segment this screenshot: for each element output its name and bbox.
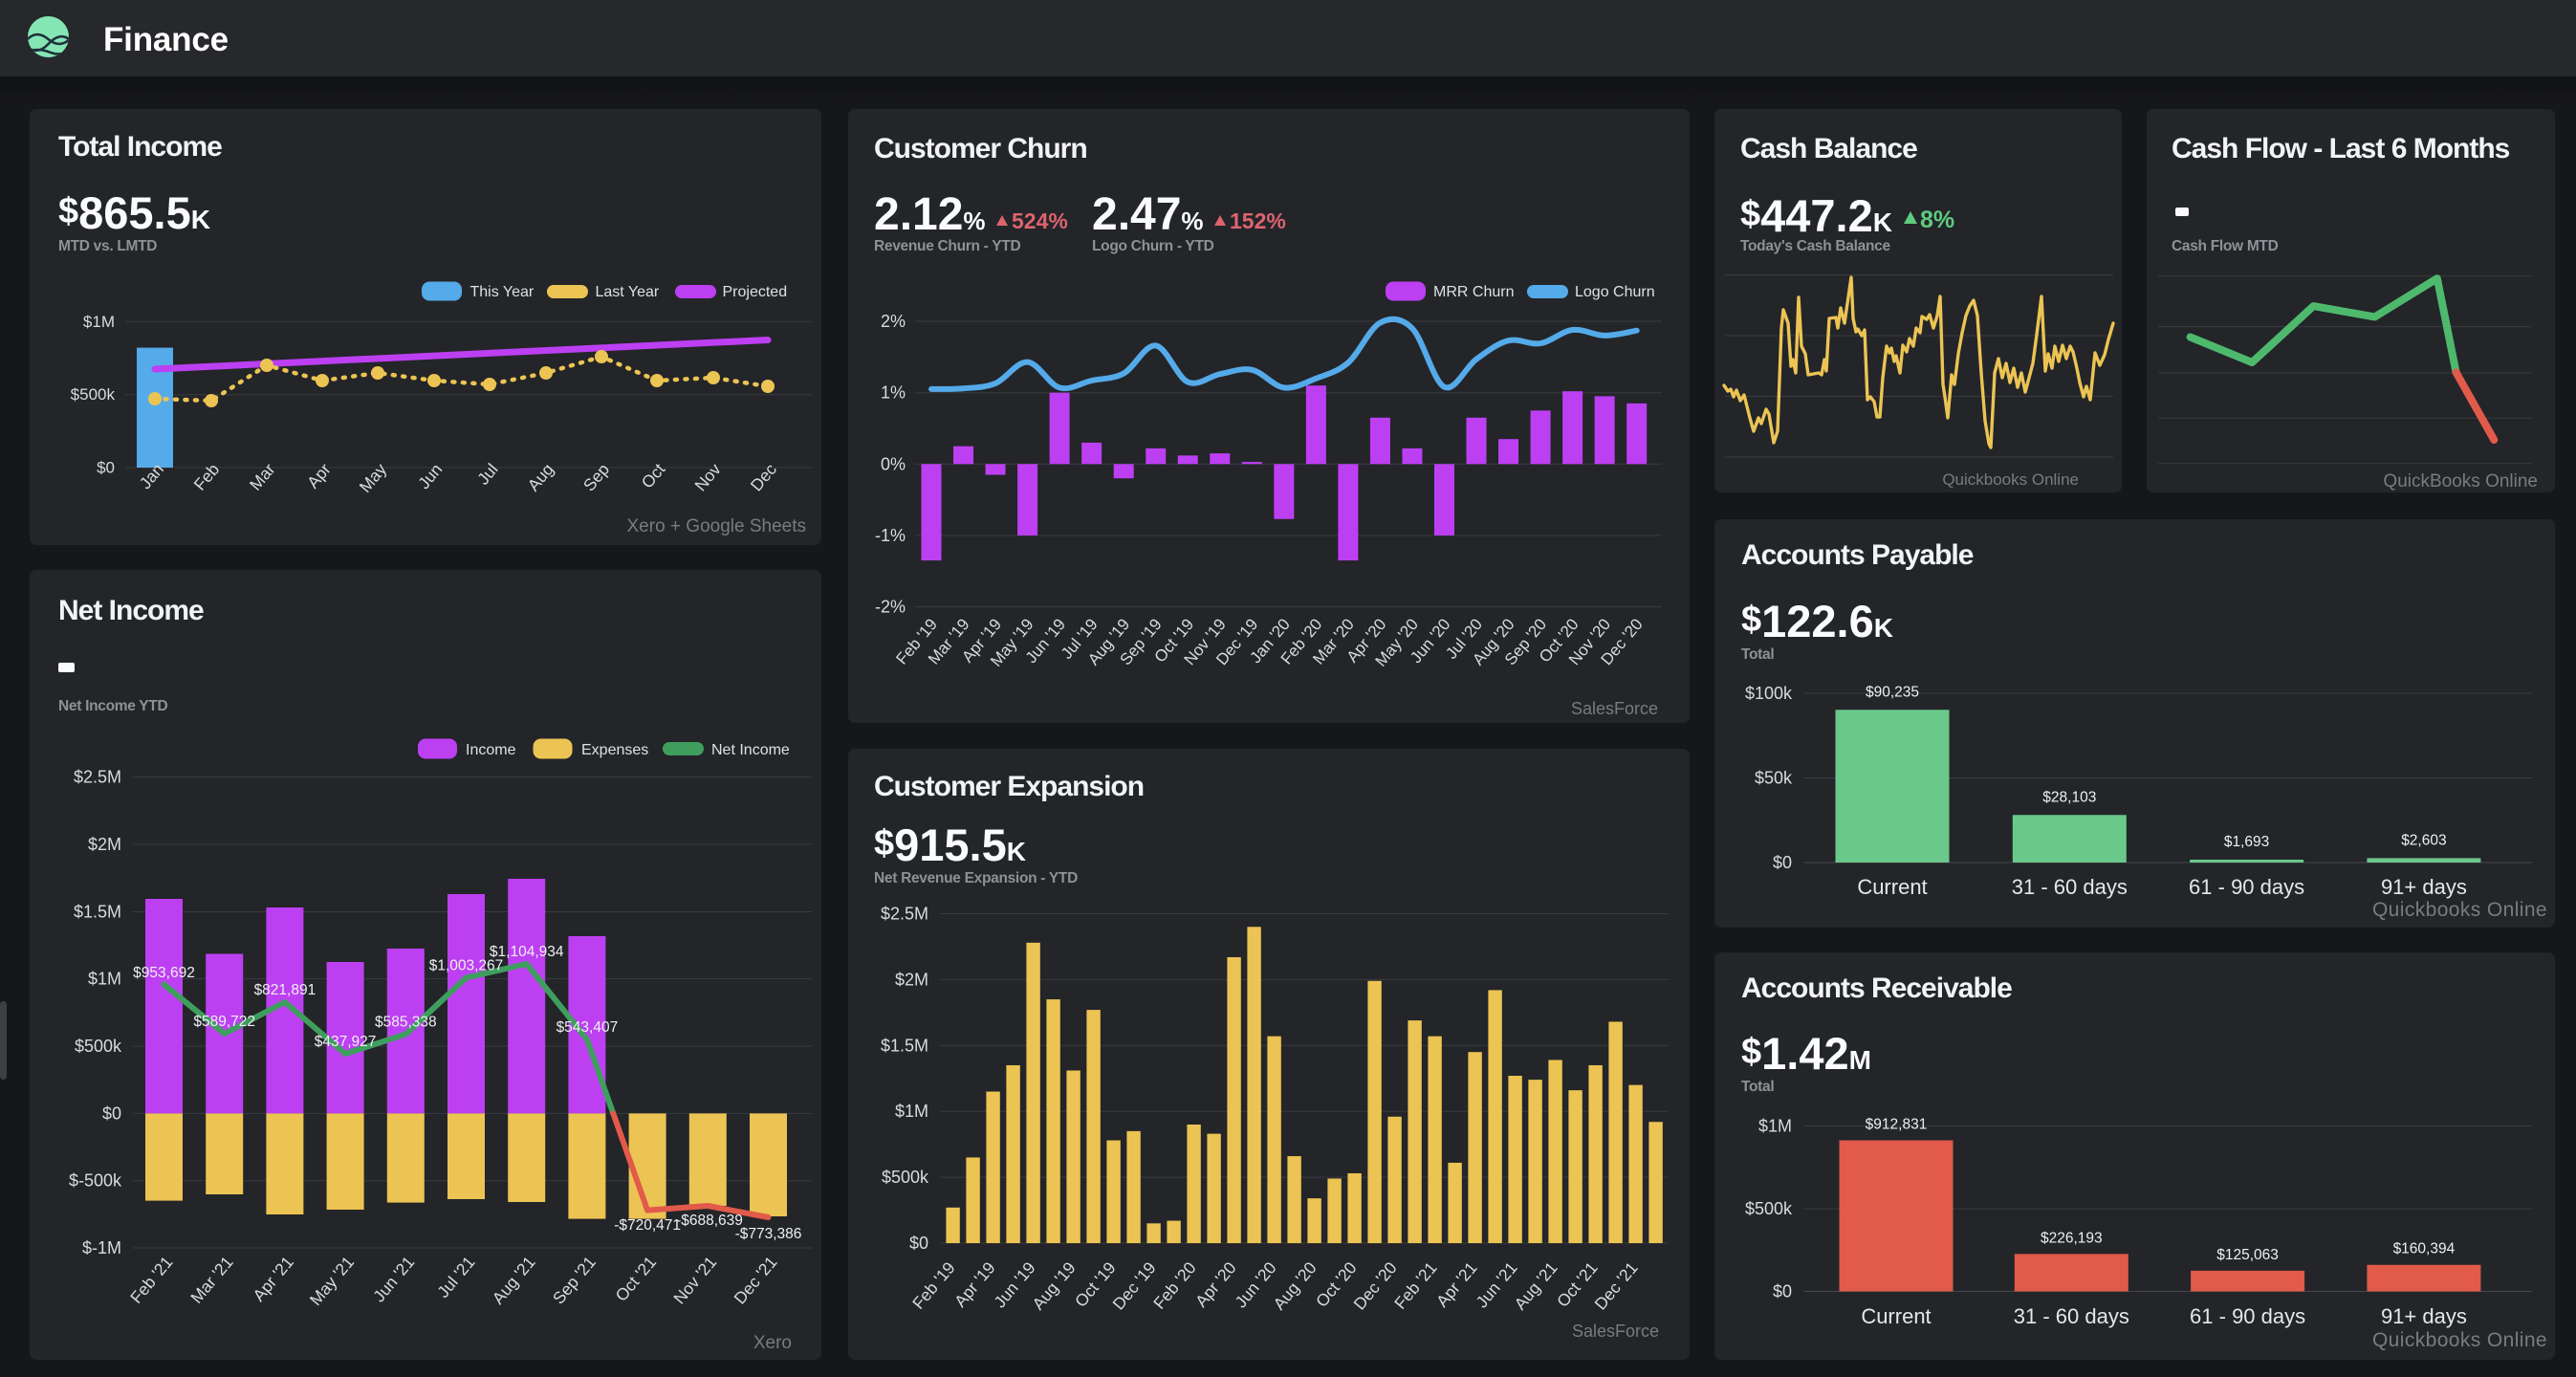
svg-text:$2M: $2M bbox=[895, 970, 928, 989]
svg-text:$0: $0 bbox=[102, 1104, 121, 1123]
svg-text:Income: Income bbox=[466, 742, 516, 758]
svg-text:Logo Churn - YTD: Logo Churn - YTD bbox=[1092, 238, 1214, 254]
svg-text:$953,692: $953,692 bbox=[133, 965, 195, 981]
svg-text:$1,693: $1,693 bbox=[2224, 834, 2269, 850]
svg-text:-1%: -1% bbox=[875, 526, 906, 545]
svg-text:Projected: Projected bbox=[723, 284, 788, 300]
svg-text:$915.5K: $915.5K bbox=[874, 820, 1026, 870]
svg-text:$1.5M: $1.5M bbox=[881, 1036, 928, 1055]
svg-text:$2,603: $2,603 bbox=[2401, 832, 2446, 848]
svg-text:$2.5M: $2.5M bbox=[881, 905, 928, 924]
svg-text:$585,338: $585,338 bbox=[375, 1015, 437, 1031]
svg-text:$500k: $500k bbox=[75, 1037, 122, 1056]
svg-text:Quickbooks Online: Quickbooks Online bbox=[1942, 470, 2079, 489]
svg-text:524%: 524% bbox=[1012, 208, 1068, 233]
svg-text:2.47%: 2.47% bbox=[1092, 189, 1204, 240]
svg-text:31 - 60 days: 31 - 60 days bbox=[2014, 1304, 2129, 1328]
svg-text:Net Income YTD: Net Income YTD bbox=[58, 698, 167, 714]
svg-text:Logo Churn: Logo Churn bbox=[1575, 284, 1655, 300]
svg-text:Finance: Finance bbox=[103, 21, 229, 58]
svg-text:Xero + Google Sheets: Xero + Google Sheets bbox=[627, 516, 807, 536]
svg-text:$-500k: $-500k bbox=[69, 1171, 122, 1191]
svg-text:$28,103: $28,103 bbox=[2042, 789, 2096, 805]
svg-text:$1,104,934: $1,104,934 bbox=[490, 944, 564, 960]
svg-text:$90,235: $90,235 bbox=[1866, 684, 1919, 700]
svg-text:$589,722: $589,722 bbox=[193, 1014, 255, 1030]
svg-text:Quickbooks Online: Quickbooks Online bbox=[2372, 899, 2547, 921]
svg-text:$500k: $500k bbox=[882, 1168, 929, 1187]
svg-text:Total: Total bbox=[1741, 646, 1774, 663]
svg-text:$543,407: $543,407 bbox=[557, 1019, 619, 1036]
svg-text:Net Income: Net Income bbox=[58, 595, 204, 626]
svg-text:Net Income: Net Income bbox=[711, 742, 790, 758]
svg-text:Today's Cash Balance: Today's Cash Balance bbox=[1740, 238, 1890, 254]
svg-text:-2%: -2% bbox=[875, 598, 906, 617]
svg-text:Customer Churn: Customer Churn bbox=[874, 133, 1087, 164]
svg-text:$447.2K: $447.2K bbox=[1740, 190, 1892, 241]
svg-text:0%: 0% bbox=[881, 454, 906, 473]
svg-text:152%: 152% bbox=[1230, 208, 1286, 233]
svg-text:This Year: This Year bbox=[470, 284, 535, 300]
svg-text:$1.42M: $1.42M bbox=[1741, 1028, 1871, 1079]
svg-text:-$688,639: -$688,639 bbox=[676, 1213, 743, 1229]
svg-text:$2.5M: $2.5M bbox=[74, 768, 121, 787]
svg-text:2.12%: 2.12% bbox=[874, 189, 986, 240]
svg-text:61 - 90 days: 61 - 90 days bbox=[2190, 1304, 2305, 1328]
svg-text:Net Revenue Expansion - YTD: Net Revenue Expansion - YTD bbox=[874, 870, 1078, 886]
svg-text:1%: 1% bbox=[881, 383, 906, 403]
svg-text:$821,891: $821,891 bbox=[254, 982, 317, 998]
svg-text:Current: Current bbox=[1861, 1304, 1931, 1328]
svg-text:SalesForce: SalesForce bbox=[1571, 699, 1658, 718]
svg-text:$1M: $1M bbox=[1758, 1116, 1792, 1135]
svg-text:Revenue Churn - YTD: Revenue Churn - YTD bbox=[874, 238, 1020, 254]
svg-text:$1,003,267: $1,003,267 bbox=[429, 958, 504, 974]
svg-text:Last Year: Last Year bbox=[596, 284, 660, 300]
svg-text:MRR Churn: MRR Churn bbox=[1433, 284, 1514, 300]
svg-text:$122.6K: $122.6K bbox=[1741, 596, 1893, 646]
svg-text:Cash Balance: Cash Balance bbox=[1740, 133, 1917, 164]
svg-text:$1M: $1M bbox=[83, 313, 115, 331]
svg-text:$0: $0 bbox=[909, 1234, 928, 1253]
svg-text:$226,193: $226,193 bbox=[2041, 1230, 2103, 1246]
svg-text:$500k: $500k bbox=[71, 385, 116, 404]
svg-text:31 - 60 days: 31 - 60 days bbox=[2012, 875, 2128, 899]
svg-text:Accounts Payable: Accounts Payable bbox=[1741, 539, 1974, 571]
svg-text:Total: Total bbox=[1741, 1079, 1774, 1095]
svg-text:$2M: $2M bbox=[88, 835, 121, 854]
svg-text:$-1M: $-1M bbox=[82, 1238, 121, 1257]
svg-text:Quickbooks Online: Quickbooks Online bbox=[2372, 1329, 2547, 1351]
svg-text:$912,831: $912,831 bbox=[1866, 1116, 1928, 1132]
svg-text:SalesForce: SalesForce bbox=[1572, 1322, 1659, 1341]
svg-text:Xero: Xero bbox=[753, 1333, 792, 1353]
svg-text:Current: Current bbox=[1857, 875, 1927, 899]
svg-text:$500k: $500k bbox=[1745, 1199, 1793, 1218]
svg-text:$1M: $1M bbox=[88, 970, 121, 989]
svg-text:$50k: $50k bbox=[1755, 769, 1793, 788]
svg-text:91+ days: 91+ days bbox=[2381, 1304, 2467, 1328]
svg-text:$0: $0 bbox=[1773, 1282, 1792, 1301]
svg-text:-$773,386: -$773,386 bbox=[735, 1226, 802, 1242]
svg-text:$865.5K: $865.5K bbox=[58, 187, 210, 238]
svg-text:91+ days: 91+ days bbox=[2381, 875, 2467, 899]
svg-text:2%: 2% bbox=[881, 312, 906, 331]
svg-text:$437,927: $437,927 bbox=[315, 1034, 377, 1050]
svg-text:$0: $0 bbox=[97, 459, 115, 477]
svg-text:$1.5M: $1.5M bbox=[74, 903, 121, 922]
svg-text:$160,394: $160,394 bbox=[2393, 1241, 2456, 1257]
svg-text:QuickBooks Online: QuickBooks Online bbox=[2383, 471, 2538, 492]
svg-text:8%: 8% bbox=[1920, 207, 1954, 233]
svg-text:Cash Flow - Last 6 Months: Cash Flow - Last 6 Months bbox=[2172, 133, 2510, 164]
svg-text:Accounts Receivable: Accounts Receivable bbox=[1741, 973, 2012, 1004]
svg-text:Expenses: Expenses bbox=[581, 742, 648, 758]
svg-text:-$720,471: -$720,471 bbox=[614, 1217, 681, 1234]
svg-text:$125,063: $125,063 bbox=[2216, 1247, 2279, 1263]
svg-text:Customer Expansion: Customer Expansion bbox=[874, 771, 1144, 802]
svg-text:MTD vs. LMTD: MTD vs. LMTD bbox=[58, 238, 157, 254]
svg-text:61 - 90 days: 61 - 90 days bbox=[2189, 875, 2304, 899]
svg-text:$1M: $1M bbox=[895, 1102, 928, 1121]
svg-text:Total Income: Total Income bbox=[58, 131, 222, 163]
svg-text:Cash Flow MTD: Cash Flow MTD bbox=[2172, 238, 2279, 254]
svg-text:$100k: $100k bbox=[1745, 684, 1793, 703]
svg-text:$0: $0 bbox=[1773, 853, 1792, 872]
